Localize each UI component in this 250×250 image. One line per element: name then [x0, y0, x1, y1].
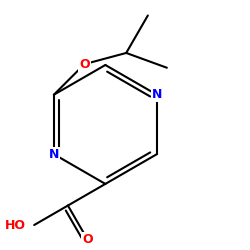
Text: O: O	[79, 58, 90, 71]
Text: N: N	[152, 88, 162, 101]
Text: N: N	[49, 148, 59, 161]
Text: HO: HO	[5, 218, 26, 232]
Text: O: O	[82, 233, 93, 246]
